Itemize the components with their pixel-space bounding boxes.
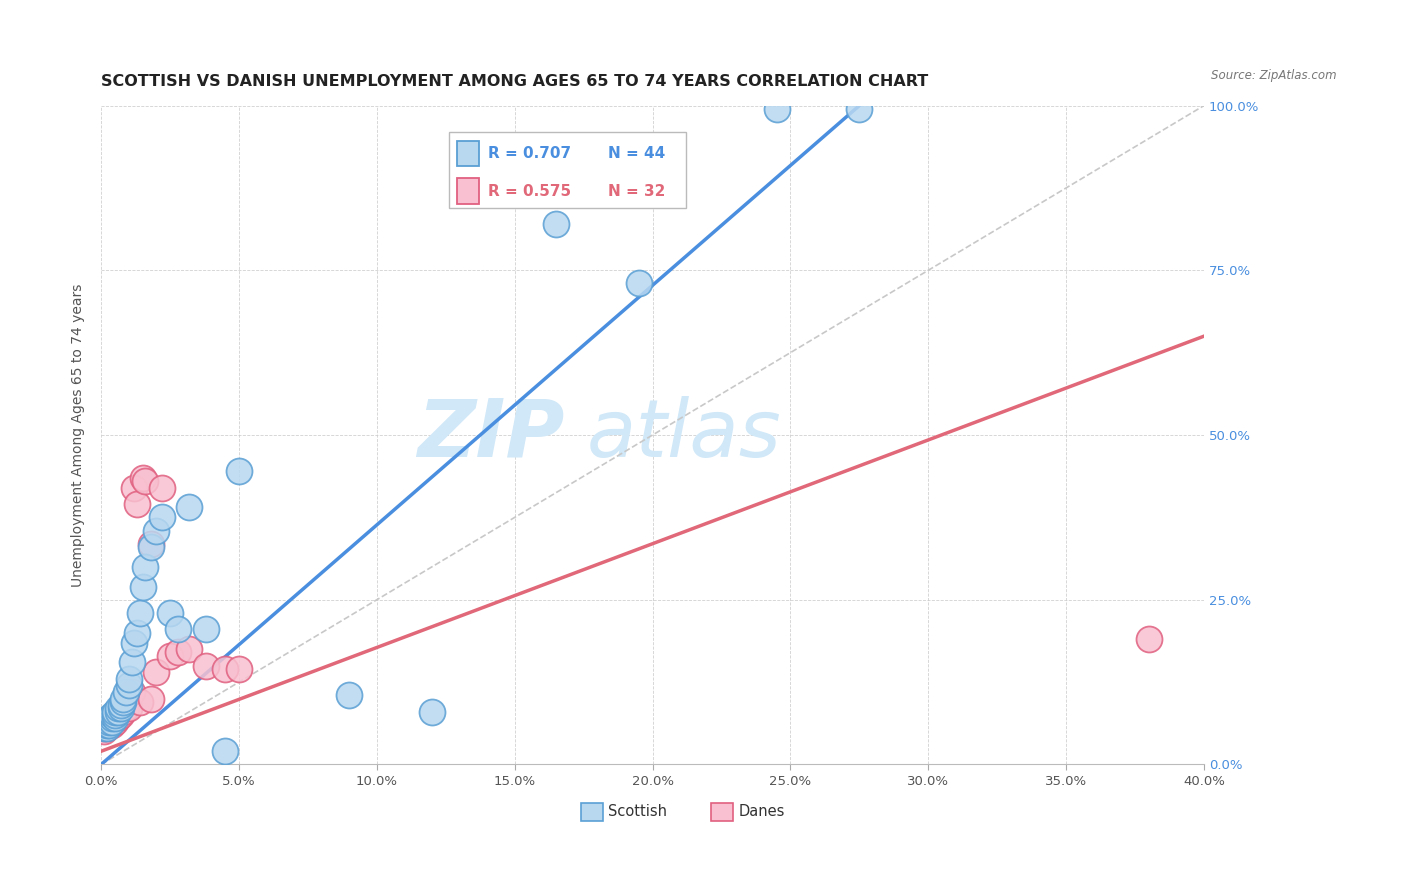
Point <box>104 711 127 725</box>
Y-axis label: Unemployment Among Ages 65 to 74 years: Unemployment Among Ages 65 to 74 years <box>72 284 86 587</box>
Point <box>228 662 250 676</box>
Point <box>139 537 162 551</box>
Point <box>121 685 143 699</box>
Point <box>179 500 201 515</box>
Point <box>150 481 173 495</box>
Point <box>150 510 173 524</box>
Point <box>124 635 146 649</box>
Point <box>96 714 118 729</box>
Point <box>124 481 146 495</box>
Text: Danes: Danes <box>738 805 785 820</box>
Point <box>96 721 118 735</box>
Point <box>110 701 132 715</box>
Point <box>145 665 167 680</box>
Point <box>104 714 127 729</box>
Text: N = 32: N = 32 <box>609 184 666 199</box>
Point <box>98 711 121 725</box>
Point <box>98 714 121 729</box>
Point <box>167 645 190 659</box>
Point <box>115 701 138 715</box>
Point <box>101 708 124 723</box>
Point <box>125 625 148 640</box>
Point <box>420 705 443 719</box>
Bar <box>457 178 479 203</box>
Point <box>118 678 141 692</box>
Point <box>546 217 568 231</box>
Text: R = 0.575: R = 0.575 <box>488 184 571 199</box>
Point <box>107 701 129 715</box>
Point <box>848 102 870 116</box>
Point <box>96 718 118 732</box>
Point <box>98 714 121 729</box>
Point <box>110 708 132 723</box>
Point <box>112 695 135 709</box>
Point <box>101 711 124 725</box>
Point <box>93 718 115 732</box>
Point <box>134 474 156 488</box>
Text: SCOTTISH VS DANISH UNEMPLOYMENT AMONG AGES 65 TO 74 YEARS CORRELATION CHART: SCOTTISH VS DANISH UNEMPLOYMENT AMONG AG… <box>101 74 928 89</box>
Point <box>131 580 153 594</box>
Point <box>131 471 153 485</box>
Point <box>214 662 236 676</box>
Text: Scottish: Scottish <box>609 805 668 820</box>
Text: ZIP: ZIP <box>418 396 564 474</box>
Point <box>104 705 127 719</box>
Point <box>139 540 162 554</box>
Point <box>107 705 129 719</box>
Point <box>115 685 138 699</box>
Point <box>159 606 181 620</box>
Point <box>159 648 181 663</box>
Point <box>139 691 162 706</box>
Bar <box>457 141 479 166</box>
Bar <box>581 803 603 821</box>
Point <box>104 708 127 723</box>
Point <box>110 698 132 712</box>
Point <box>104 711 127 725</box>
Point <box>214 744 236 758</box>
Point <box>765 102 787 116</box>
Point <box>118 672 141 686</box>
Point <box>93 721 115 735</box>
Point <box>101 714 124 729</box>
Text: Source: ZipAtlas.com: Source: ZipAtlas.com <box>1211 70 1336 82</box>
Point <box>101 714 124 729</box>
Point <box>101 718 124 732</box>
Point <box>228 464 250 478</box>
Text: N = 44: N = 44 <box>609 145 666 161</box>
Point <box>118 701 141 715</box>
Point <box>1137 632 1160 647</box>
Point <box>93 721 115 735</box>
Point <box>128 695 150 709</box>
Point <box>107 711 129 725</box>
Point <box>128 606 150 620</box>
Point <box>98 718 121 732</box>
Point <box>125 497 148 511</box>
Text: atlas: atlas <box>586 396 782 474</box>
Point <box>337 688 360 702</box>
Point <box>167 623 190 637</box>
Point <box>96 718 118 732</box>
Point <box>194 658 217 673</box>
Point <box>145 524 167 538</box>
Point <box>98 718 121 732</box>
Point <box>112 705 135 719</box>
Point <box>194 623 217 637</box>
Point <box>121 655 143 669</box>
Point <box>134 559 156 574</box>
FancyBboxPatch shape <box>449 132 686 208</box>
Bar <box>711 803 733 821</box>
Point <box>93 724 115 739</box>
Text: R = 0.707: R = 0.707 <box>488 145 571 161</box>
Point <box>179 642 201 657</box>
Point <box>112 691 135 706</box>
Point <box>627 277 650 291</box>
Point <box>96 721 118 735</box>
